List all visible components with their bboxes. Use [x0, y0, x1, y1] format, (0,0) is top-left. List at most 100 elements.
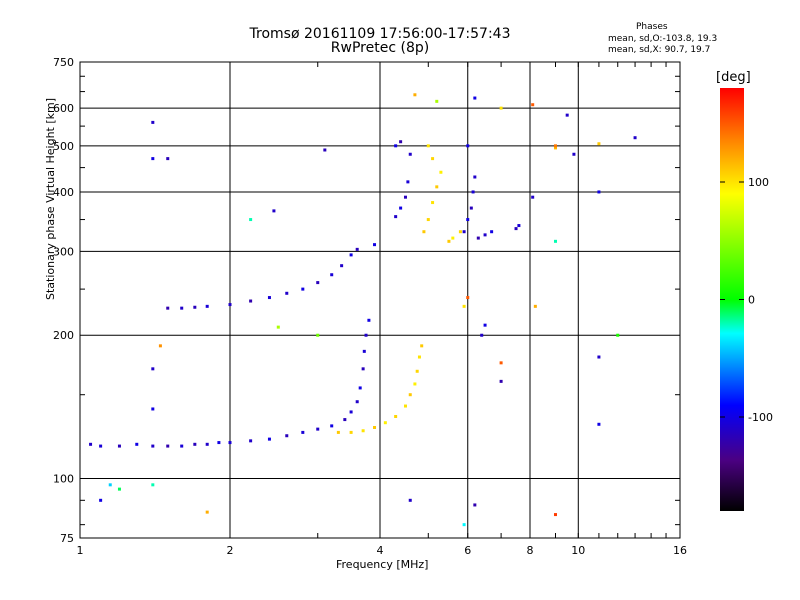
data-point — [205, 442, 209, 446]
data-point — [158, 344, 162, 348]
data-point — [316, 427, 320, 431]
data-point — [330, 273, 334, 277]
data-point — [267, 437, 271, 441]
x-tick-label: 8 — [527, 544, 534, 557]
data-point — [490, 230, 494, 234]
data-point — [166, 157, 170, 161]
data-point — [228, 441, 232, 445]
data-point — [408, 152, 412, 156]
data-point — [285, 434, 289, 438]
data-point — [399, 206, 403, 210]
data-point — [435, 185, 439, 189]
data-point — [420, 344, 424, 348]
data-point — [413, 93, 417, 97]
data-point — [514, 227, 518, 231]
data-point — [336, 430, 340, 434]
data-point — [633, 136, 637, 140]
y-tick-label: 75 — [60, 532, 74, 545]
data-point — [249, 299, 253, 303]
data-point — [553, 144, 557, 148]
axis-ticks: 1 2 4 6 8 10 16 75 100 200 300 400 500 600 750 — [53, 56, 687, 557]
y-tick-label: 600 — [53, 102, 74, 115]
data-point — [355, 400, 359, 404]
data-point — [531, 195, 535, 199]
data-point — [431, 157, 435, 161]
data-point — [166, 444, 170, 448]
data-point — [408, 498, 412, 502]
data-point — [180, 306, 184, 310]
data-point — [340, 264, 344, 268]
data-point — [99, 444, 103, 448]
x-tick-label: 1 — [77, 544, 84, 557]
data-point — [447, 239, 451, 243]
data-point — [394, 144, 398, 148]
data-point — [406, 180, 410, 184]
data-point — [364, 333, 368, 337]
data-point — [361, 367, 365, 371]
data-point — [285, 291, 289, 295]
data-point — [473, 503, 477, 507]
data-point — [249, 439, 253, 443]
data-point — [417, 355, 421, 359]
data-point — [301, 430, 305, 434]
data-point — [383, 421, 387, 425]
plot-frame — [79, 61, 681, 539]
chart-subtitle: RwPretec (8p) — [330, 40, 430, 56]
data-point — [349, 253, 353, 257]
colorbar-ticks: 100 0 -100 — [720, 176, 773, 424]
y-tick-label: 100 — [53, 473, 74, 486]
data-point — [362, 349, 366, 353]
data-point — [597, 355, 601, 359]
data-point — [473, 96, 477, 100]
data-point — [458, 230, 462, 234]
phases-x-stats: mean, sd,X: 90.7, 19.7 — [608, 45, 711, 55]
x-tick-label: 2 — [227, 544, 234, 557]
data-point — [403, 195, 407, 199]
phases-title: Phases — [636, 22, 668, 32]
data-point — [431, 201, 435, 205]
data-point — [553, 513, 557, 517]
data-point — [117, 444, 121, 448]
y-tick-label: 300 — [53, 245, 74, 258]
data-point — [205, 510, 209, 514]
data-point — [355, 247, 359, 251]
data-point — [466, 296, 470, 300]
y-tick-label: 750 — [53, 56, 74, 69]
data-point — [408, 393, 412, 397]
data-point — [151, 120, 155, 124]
data-point — [565, 113, 569, 117]
data-point — [151, 407, 155, 411]
data-point — [316, 281, 320, 285]
data-point — [276, 325, 280, 329]
data-point — [572, 152, 576, 156]
x-tick-label: 4 — [377, 544, 384, 557]
data-point — [193, 442, 197, 446]
data-point — [499, 361, 503, 365]
data-point — [399, 140, 403, 144]
data-point — [108, 483, 112, 487]
y-tick-label: 400 — [53, 186, 74, 199]
data-point — [394, 215, 398, 219]
data-point — [415, 369, 419, 373]
data-point — [553, 146, 557, 150]
data-point — [413, 382, 417, 386]
x-tick-label: 10 — [571, 544, 585, 557]
data-point — [517, 224, 521, 228]
data-point — [249, 218, 253, 222]
data-point — [272, 209, 276, 213]
data-point — [499, 379, 503, 383]
data-point — [151, 157, 155, 161]
data-point — [466, 218, 470, 222]
data-point — [343, 418, 347, 422]
chart-title: Tromsø 20161109 17:56:00-17:57:43 — [249, 26, 511, 42]
data-point — [435, 99, 439, 103]
data-point — [451, 236, 455, 240]
data-point — [499, 106, 503, 110]
data-point — [597, 422, 601, 426]
data-point — [462, 230, 466, 234]
colorbar-tick-label: 0 — [748, 294, 755, 307]
data-point — [151, 367, 155, 371]
data-point — [480, 333, 484, 337]
x-tick-label: 16 — [673, 544, 687, 557]
